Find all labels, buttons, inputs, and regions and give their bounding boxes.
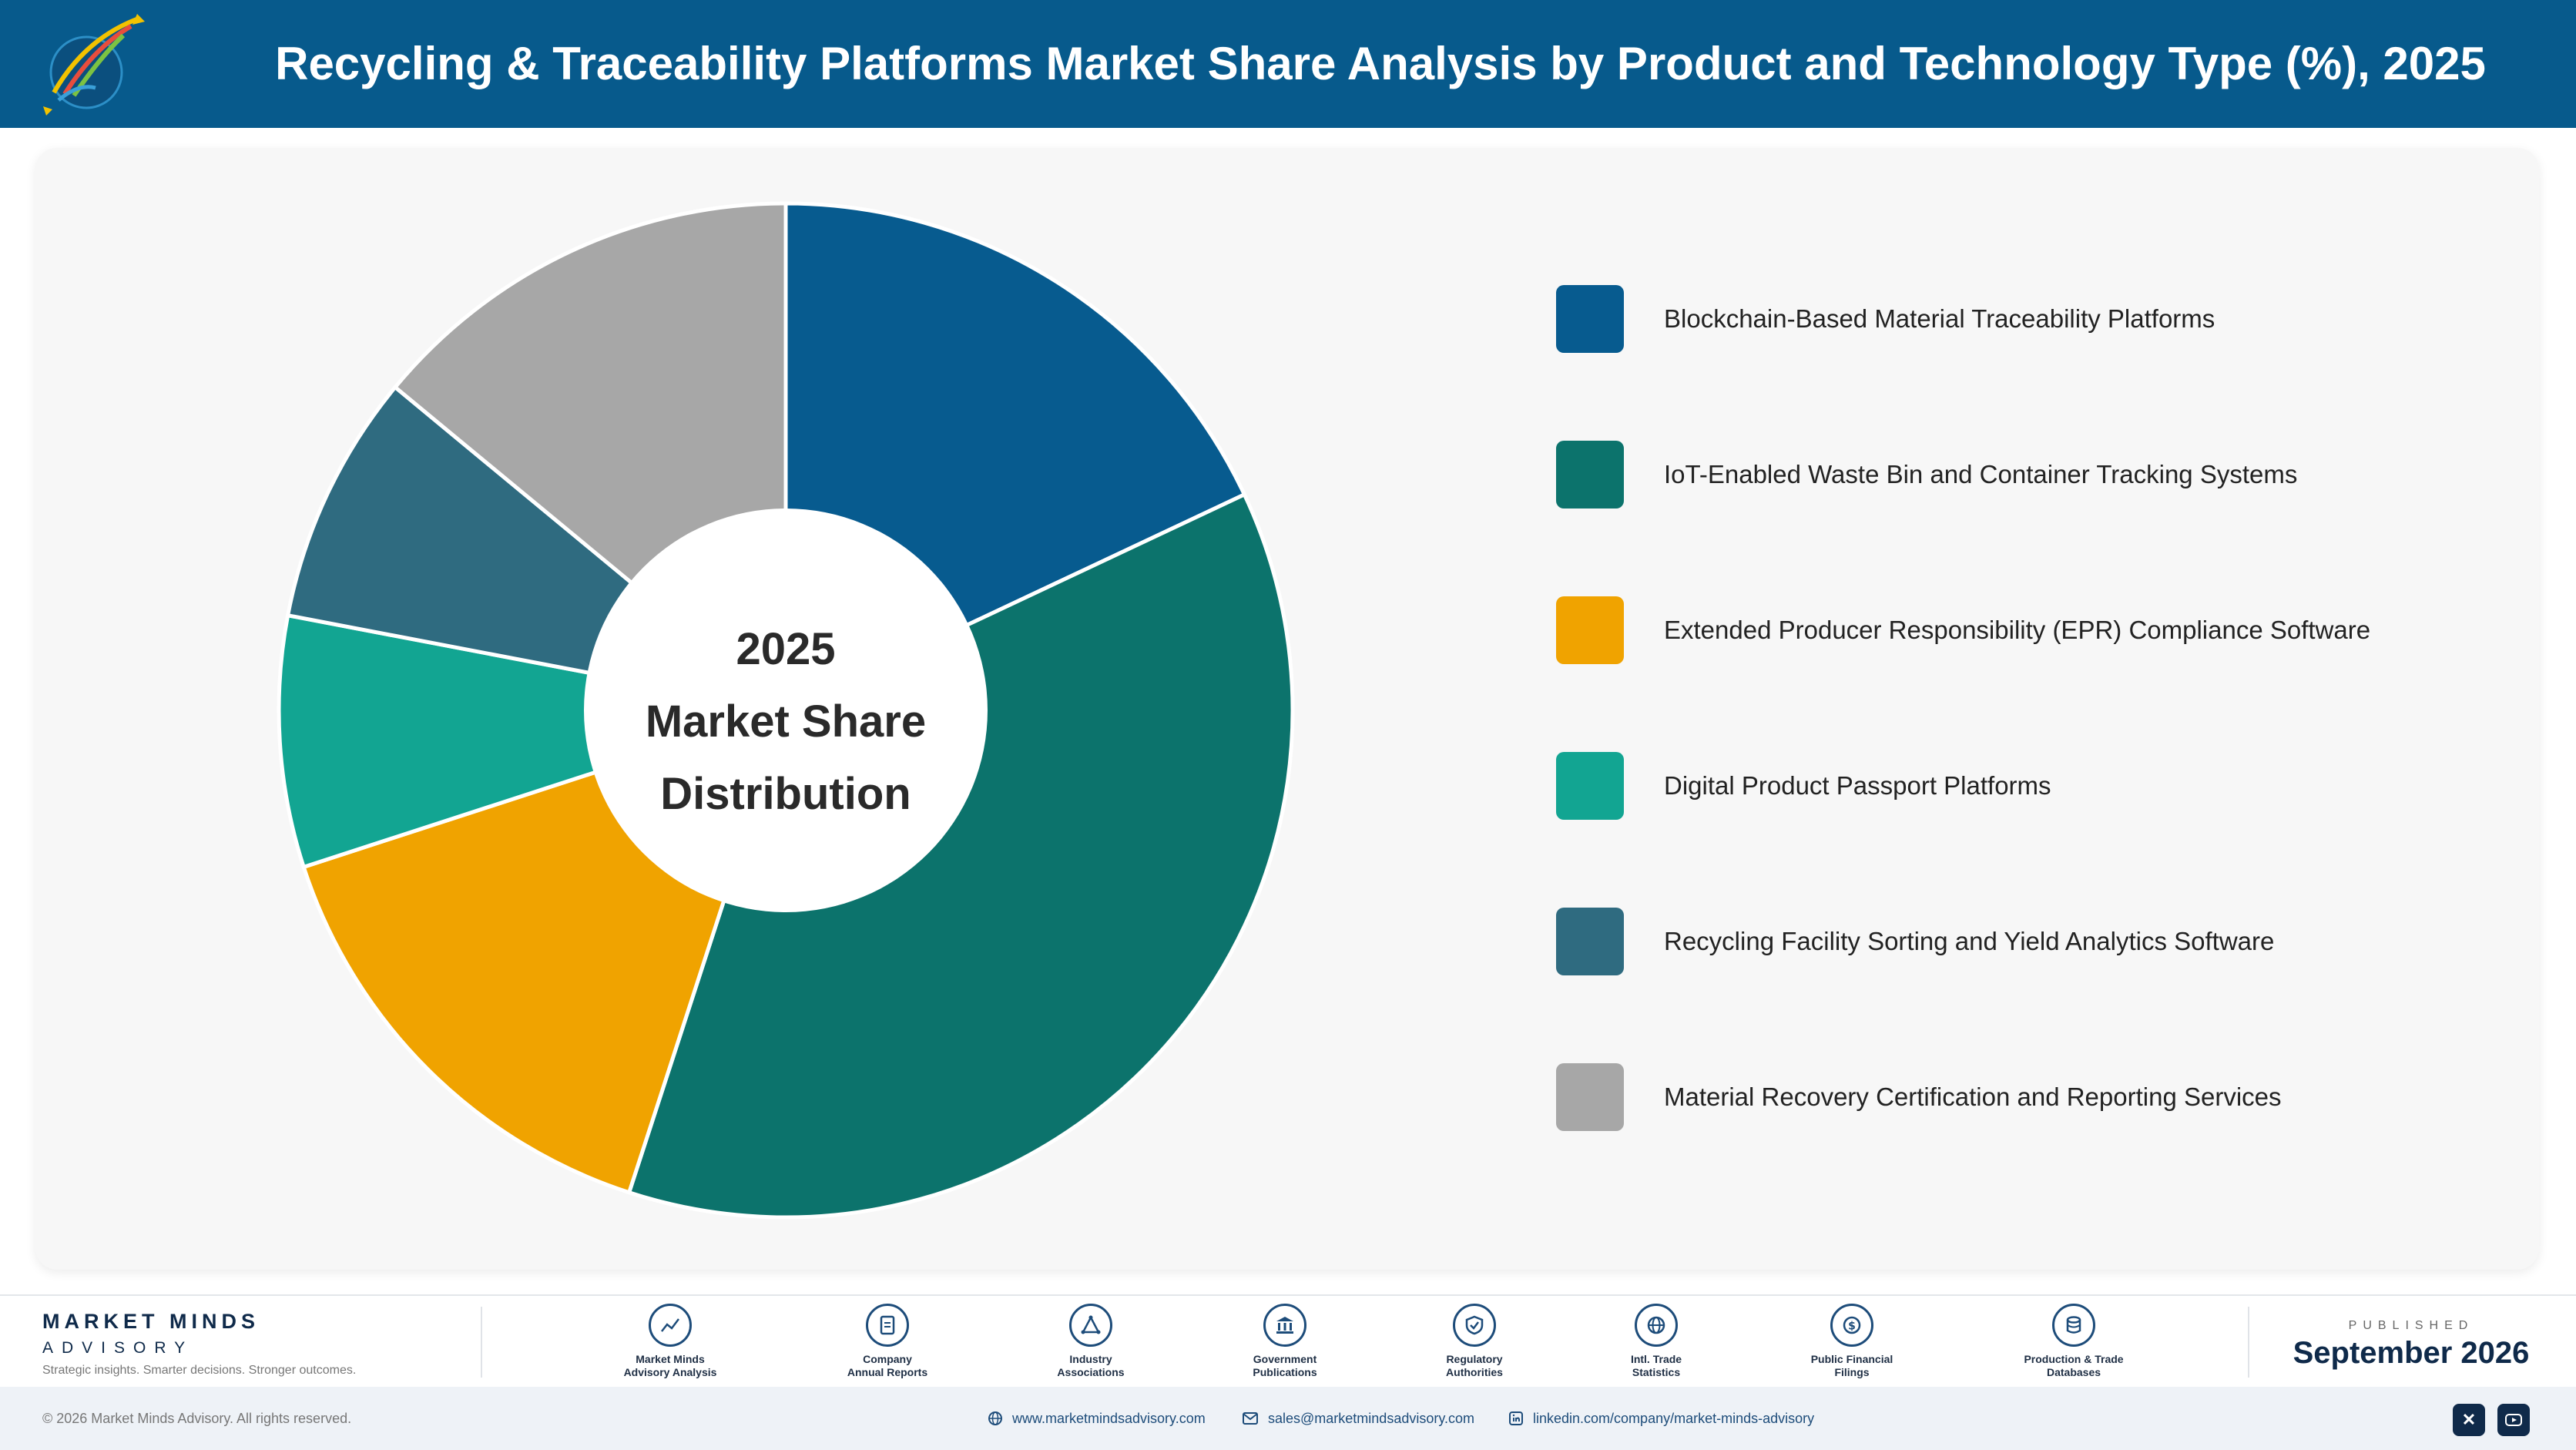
linkedin-text: linkedin.com/company/market-minds-adviso… <box>1533 1410 1815 1426</box>
footer: MARKET MINDS ADVISORY Strategic insights… <box>0 1294 2576 1387</box>
center-text-line-2: Market Share <box>646 696 926 747</box>
center-text-year: 2025 <box>736 624 835 674</box>
legend-swatch <box>1556 285 1624 353</box>
source-financial-filings: $ Public Financial Filings <box>1775 1304 1929 1379</box>
footer-divider <box>2248 1307 2249 1378</box>
legend-item: Blockchain-Based Material Traceability P… <box>1556 285 2480 353</box>
legend-swatch <box>1556 908 1624 975</box>
shield-check-icon <box>1453 1304 1496 1347</box>
donut-hole <box>584 509 988 912</box>
linkedin-icon <box>1509 1411 1523 1425</box>
dollar-coin-icon: $ <box>1830 1304 1873 1347</box>
legend-label: Blockchain-Based Material Traceability P… <box>1664 304 2215 333</box>
globe-icon <box>1635 1304 1678 1347</box>
source-company-reports: Company Annual Reports <box>810 1304 964 1379</box>
legend-swatch <box>1556 596 1624 664</box>
source-label: Public Financial Filings <box>1810 1353 1893 1378</box>
legend-item: Extended Producer Responsibility (EPR) C… <box>1556 596 2480 664</box>
footer-brand-name: MARKET MINDS <box>42 1310 260 1333</box>
website-text: www.marketmindsadvisory.com <box>1012 1410 1206 1426</box>
source-label: Intl. Trade Statistics <box>1630 1353 1682 1378</box>
footer-divider <box>481 1307 482 1378</box>
source-market-minds-analysis: Market Minds Advisory Analysis <box>593 1304 747 1379</box>
source-regulatory-authorities: Regulatory Authorities <box>1397 1304 1551 1379</box>
legend-swatch <box>1556 1063 1624 1131</box>
source-label: Government Publications <box>1253 1353 1317 1378</box>
website-link[interactable]: www.marketmindsadvisory.com <box>988 1387 1206 1450</box>
database-icon <box>2052 1304 2095 1347</box>
legend-label: IoT-Enabled Waste Bin and Container Trac… <box>1664 460 2298 488</box>
footer-brand-sub: ADVISORY <box>42 1339 194 1357</box>
copyright-text: © 2026 Market Minds Advisory. All rights… <box>42 1411 352 1426</box>
legend-label: Recycling Facility Sorting and Yield Ana… <box>1664 927 2275 955</box>
pie-slice <box>626 492 1295 1220</box>
legend-item: Recycling Facility Sorting and Yield Ana… <box>1556 908 2480 975</box>
source-label: Regulatory Authorities <box>1446 1353 1503 1378</box>
source-production-databases: Production & Trade Databases <box>1997 1304 2151 1379</box>
government-building-icon <box>1263 1304 1306 1347</box>
legend-label: Material Recovery Certification and Repo… <box>1664 1082 2282 1111</box>
legend-swatch <box>1556 752 1624 820</box>
legend-label: Extended Producer Responsibility (EPR) C… <box>1664 616 2371 644</box>
donut-chart: 2025 Market Share Distribution <box>277 203 1295 1220</box>
source-government-publications: Government Publications <box>1208 1304 1362 1379</box>
header-bar: Recycling & Traceability Platforms Marke… <box>0 0 2576 128</box>
pie-slice <box>277 613 787 870</box>
source-label: Industry Associations <box>1057 1353 1125 1378</box>
svg-text:$: $ <box>1848 1321 1856 1333</box>
source-label: Company Annual Reports <box>847 1353 928 1378</box>
source-trade-statistics: Intl. Trade Statistics <box>1579 1304 1733 1379</box>
legend-label: Digital Product Passport Platforms <box>1664 771 2051 800</box>
market-minds-logo <box>43 14 145 116</box>
bottom-bar: © 2026 Market Minds Advisory. All rights… <box>0 1387 2576 1450</box>
globe-icon <box>988 1411 1002 1425</box>
mail-icon <box>1243 1412 1258 1425</box>
legend-item: IoT-Enabled Waste Bin and Container Trac… <box>1556 441 2480 509</box>
trend-chart-icon <box>649 1304 692 1347</box>
center-text-line-3: Distribution <box>660 769 911 819</box>
page-title: Recycling & Traceability Platforms Marke… <box>275 38 2486 89</box>
source-industry-associations: Industry Associations <box>1014 1304 1168 1379</box>
network-icon <box>1069 1304 1112 1347</box>
x-icon[interactable]: ✕ <box>2453 1404 2485 1436</box>
published-label: PUBLISHED <box>2348 1319 2474 1332</box>
legend-item: Digital Product Passport Platforms <box>1556 752 2480 820</box>
source-label: Production & Trade Databases <box>2024 1353 2124 1378</box>
source-label: Market Minds Advisory Analysis <box>623 1353 717 1378</box>
legend-item: Material Recovery Certification and Repo… <box>1556 1063 2480 1131</box>
legend-swatch <box>1556 441 1624 509</box>
linkedin-link[interactable]: linkedin.com/company/market-minds-adviso… <box>1508 1387 1814 1450</box>
email-link[interactable]: sales@marketmindsadvisory.com <box>1242 1387 1474 1450</box>
document-icon <box>866 1304 909 1347</box>
youtube-icon[interactable] <box>2497 1404 2530 1436</box>
email-text: sales@marketmindsadvisory.com <box>1268 1410 1475 1426</box>
published-date: September 2026 <box>2293 1336 2530 1370</box>
footer-tagline: Strategic insights. Smarter decisions. S… <box>42 1364 357 1377</box>
